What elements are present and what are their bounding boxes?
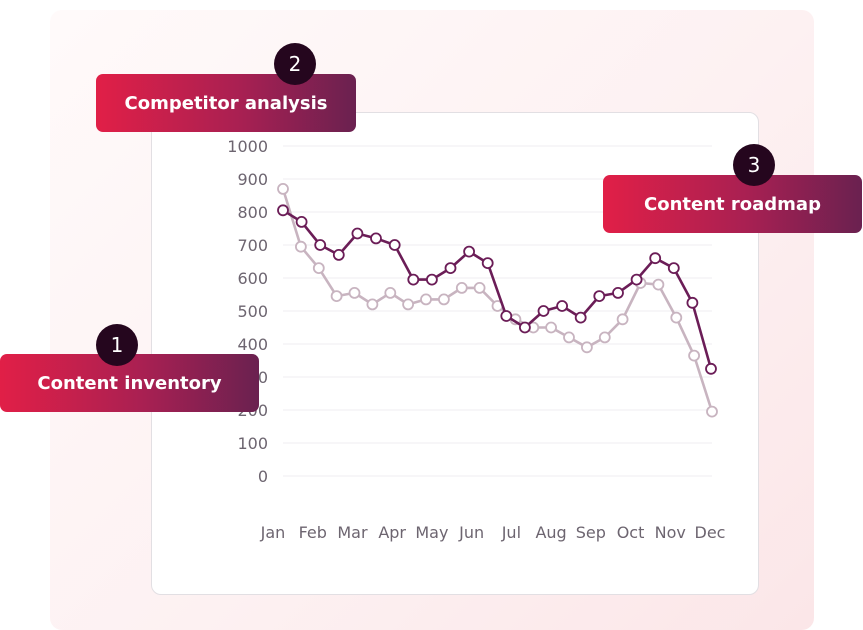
x-tick-label: Nov — [655, 523, 686, 542]
series-1-line — [281, 209, 713, 371]
step-badge-2: 2 — [274, 43, 316, 85]
series-2-point — [616, 313, 629, 326]
x-tick-label: Sep — [576, 523, 606, 542]
y-tick-label: 1000 — [227, 137, 268, 156]
callout-content-roadmap: Content roadmap — [603, 175, 862, 233]
step-number: 3 — [747, 153, 761, 177]
y-tick-label: 600 — [237, 269, 268, 288]
series-1-point — [370, 232, 382, 245]
series-1-point — [667, 262, 680, 275]
series-1-point — [630, 273, 643, 286]
series-2-point — [581, 341, 593, 354]
x-tick-label: Oct — [617, 523, 645, 542]
series-1-point — [519, 321, 531, 334]
callout-competitor-analysis: Competitor analysis — [96, 74, 356, 132]
x-tick-label: May — [415, 523, 448, 542]
series-1-point — [463, 245, 476, 258]
series-1-point — [574, 311, 587, 324]
series-2-point — [420, 293, 432, 306]
series-1-point — [649, 252, 662, 265]
series-2-point — [545, 321, 557, 334]
y-tick-label: 100 — [237, 434, 268, 453]
series-2-point — [384, 286, 397, 299]
step-badge-3: 3 — [733, 144, 775, 186]
series-1-point — [556, 300, 568, 312]
series-1-point — [425, 273, 438, 286]
series-1-point — [332, 248, 345, 261]
y-tick-label: 500 — [237, 302, 268, 321]
y-tick-label: 400 — [237, 335, 268, 354]
series-2-point — [455, 281, 468, 294]
x-tick-label: Dec — [695, 523, 726, 542]
series-2-point — [473, 281, 486, 294]
x-tick-label: Feb — [299, 523, 327, 542]
series-1-point — [500, 310, 513, 322]
series-2-point — [330, 290, 343, 303]
series-1-point — [277, 204, 289, 217]
series-2-point — [563, 331, 575, 344]
callout-content-inventory: Content inventory — [0, 354, 259, 412]
y-axis-ticks: 01002003004005006007008009001000 — [227, 137, 268, 486]
y-tick-label: 700 — [237, 236, 268, 255]
series-1-point — [612, 286, 624, 299]
series-1-point — [686, 296, 699, 309]
series-layer — [277, 182, 718, 418]
x-tick-label: Aug — [535, 523, 566, 542]
callout-label: Competitor analysis — [124, 92, 328, 114]
series-1-point — [388, 239, 401, 251]
x-axis-ticks: Jan Feb Mar Apr May Jun Jul Aug Sep Oct Nov Dec — [260, 523, 726, 542]
series-2-point — [348, 286, 361, 299]
series-1-point — [407, 273, 420, 286]
series-1-point — [295, 215, 308, 228]
series-1-point — [481, 257, 494, 270]
series-2-point — [366, 298, 379, 311]
series-2-point — [652, 278, 665, 291]
series-1-point — [351, 227, 364, 240]
callout-label: Content inventory — [37, 372, 222, 394]
series-2-point — [312, 262, 325, 275]
y-tick-label: 900 — [237, 170, 268, 189]
x-tick-label: Jun — [458, 523, 484, 542]
series-2-point — [706, 405, 718, 418]
series-2-point — [670, 311, 683, 324]
step-number: 2 — [288, 52, 302, 76]
series-2-point — [294, 240, 307, 253]
step-number: 1 — [110, 333, 124, 357]
series-2-point — [277, 182, 289, 195]
x-tick-label: Mar — [337, 523, 368, 542]
series-1-point — [593, 290, 606, 303]
step-badge-1: 1 — [96, 324, 138, 366]
series-2-point — [437, 293, 450, 306]
x-tick-label: Jul — [501, 523, 521, 542]
series-1-point — [314, 239, 327, 251]
series-1-point — [705, 362, 717, 375]
series-1-point — [537, 305, 550, 317]
y-tick-label: 800 — [237, 203, 268, 222]
x-tick-label: Jan — [260, 523, 286, 542]
callout-label: Content roadmap — [644, 193, 821, 215]
series-2-point — [598, 331, 611, 344]
series-1-point — [444, 262, 457, 275]
x-tick-label: Apr — [378, 523, 406, 542]
series-2-point — [402, 298, 415, 311]
y-tick-label: 0 — [258, 467, 268, 486]
series-2-point — [688, 349, 700, 362]
